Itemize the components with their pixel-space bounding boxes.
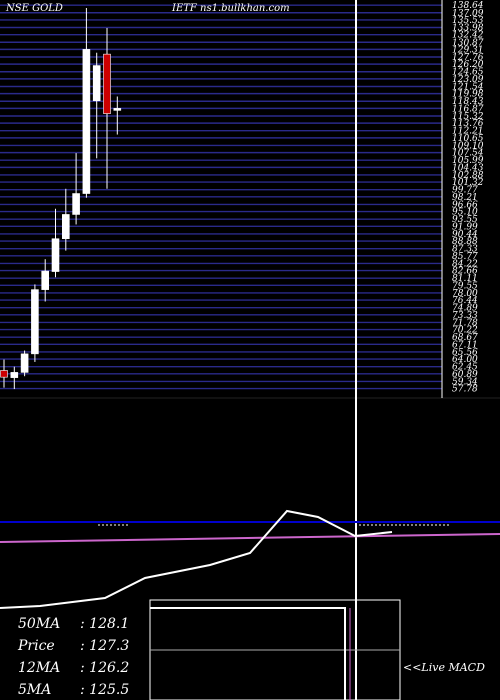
candle-body (20, 353, 29, 373)
ma-value: : 128.1 (80, 616, 130, 632)
price-tick-label: 121.54 (452, 82, 484, 92)
price-tick-label: 101.32 (452, 178, 484, 188)
price-tick-label: 60.89 (452, 370, 478, 380)
price-tick-label: 107.54 (452, 149, 484, 159)
price-tick-label: 70.22 (452, 326, 478, 336)
price-tick-label: 95.10 (452, 208, 478, 218)
price-line (0, 509, 393, 609)
price-tick-label: 57.78 (452, 385, 478, 395)
price-axis-labels: 138.64137.09135.53133.98132.42130.87129.… (452, 1, 484, 394)
price-tick-label: 98.21 (452, 193, 478, 203)
price-tick-label: 116.87 (452, 104, 484, 114)
candle-body (92, 65, 101, 102)
moving-average-row: 50MA : 128.1 (18, 616, 129, 632)
price-tick-label: 115.32 (452, 112, 484, 122)
price-tick-label: 132.42 (452, 31, 484, 41)
candle-body (10, 372, 19, 378)
moving-average-row: 12MA : 126.2 (18, 660, 129, 676)
price-tick-label: 73.33 (452, 311, 478, 321)
price-tick-label: 87.33 (452, 245, 478, 255)
source-label: IETF ns1.bullkhan.com (172, 3, 290, 14)
price-tick-label: 74.89 (452, 304, 478, 314)
price-tick-label: 135.53 (452, 16, 484, 26)
price-tick-label: 67.11 (452, 340, 478, 350)
price-tick-label: 88.88 (452, 237, 478, 247)
price-tick-label: 123.09 (452, 75, 484, 85)
price-tick-label: 59.34 (452, 377, 478, 387)
ma-value: : 125.5 (80, 682, 130, 698)
price-tick-label: 104.43 (452, 163, 484, 173)
price-tick-label: 109.10 (452, 141, 484, 151)
price-tick-label: 99.77 (452, 186, 478, 196)
candles (0, 8, 122, 390)
price-tick-label: 133.98 (452, 24, 484, 34)
price-tick-label: 118.43 (452, 97, 484, 107)
price-tick-label: 65.56 (452, 348, 478, 358)
price-tick-label: 91.99 (452, 222, 478, 232)
candle-body (82, 49, 91, 194)
ma-label: Price (18, 638, 55, 654)
candle-body (31, 289, 39, 355)
candle-body (61, 214, 70, 240)
price-tick-label: 137.09 (452, 9, 484, 19)
price-tick-label: 71.78 (452, 318, 478, 328)
ma-label: 5MA (18, 682, 52, 698)
price-tick-label: 119.98 (452, 90, 484, 100)
price-tick-label: 64.00 (452, 355, 478, 365)
price-tick-label: 82.66 (452, 267, 478, 277)
price-tick-label: 84.22 (452, 259, 478, 269)
candle-body (41, 270, 50, 290)
price-tick-label: 129.31 (452, 45, 484, 55)
ma-label: 50MA (18, 616, 61, 632)
candle-body (51, 238, 60, 272)
ma-value: : 126.2 (80, 660, 130, 676)
price-tick-label: 124.65 (452, 68, 484, 78)
macd-panel (149, 599, 401, 700)
candle-body (0, 370, 8, 378)
ma-label: 12MA (18, 660, 61, 676)
price-tick-label: 81.11 (452, 274, 478, 284)
price-tick-label: 62.45 (452, 363, 478, 373)
price-tick-label: 112.21 (452, 127, 484, 137)
ticker-title: NSE GOLD (6, 3, 63, 14)
price-tick-label: 110.65 (452, 134, 484, 144)
moving-average-row: Price : 127.3 (18, 638, 129, 654)
price-tick-label: 102.88 (452, 171, 484, 181)
price-tick-label: 138.64 (452, 1, 484, 11)
price-tick-label: 113.76 (452, 119, 484, 129)
ma-value: : 127.3 (80, 638, 130, 654)
price-tick-label: 76.44 (452, 296, 478, 306)
macd-label: <<Live MACD (403, 661, 485, 674)
price-tick-label: 96.66 (452, 200, 478, 210)
price-tick-label: 68.67 (452, 333, 478, 343)
price-tick-label: 85.77 (452, 252, 478, 262)
candle-body (72, 193, 80, 215)
candle-body (113, 108, 122, 111)
price-tick-label: 78.00 (452, 289, 478, 299)
moving-average-row: 5MA : 125.5 (18, 682, 129, 698)
macd-line (150, 607, 346, 700)
magenta-average-line (0, 533, 500, 543)
price-tick-label: 93.55 (452, 215, 478, 225)
price-tick-label: 130.87 (452, 38, 484, 48)
price-grid (0, 4, 442, 390)
price-tick-label: 79.55 (452, 281, 478, 291)
price-tick-label: 126.20 (452, 60, 484, 70)
price-tick-label: 90.44 (452, 230, 478, 240)
indicator-panel (0, 509, 500, 609)
candle-body (103, 53, 111, 114)
price-tick-label: 105.99 (452, 156, 484, 166)
price-tick-label: 127.76 (452, 53, 484, 63)
